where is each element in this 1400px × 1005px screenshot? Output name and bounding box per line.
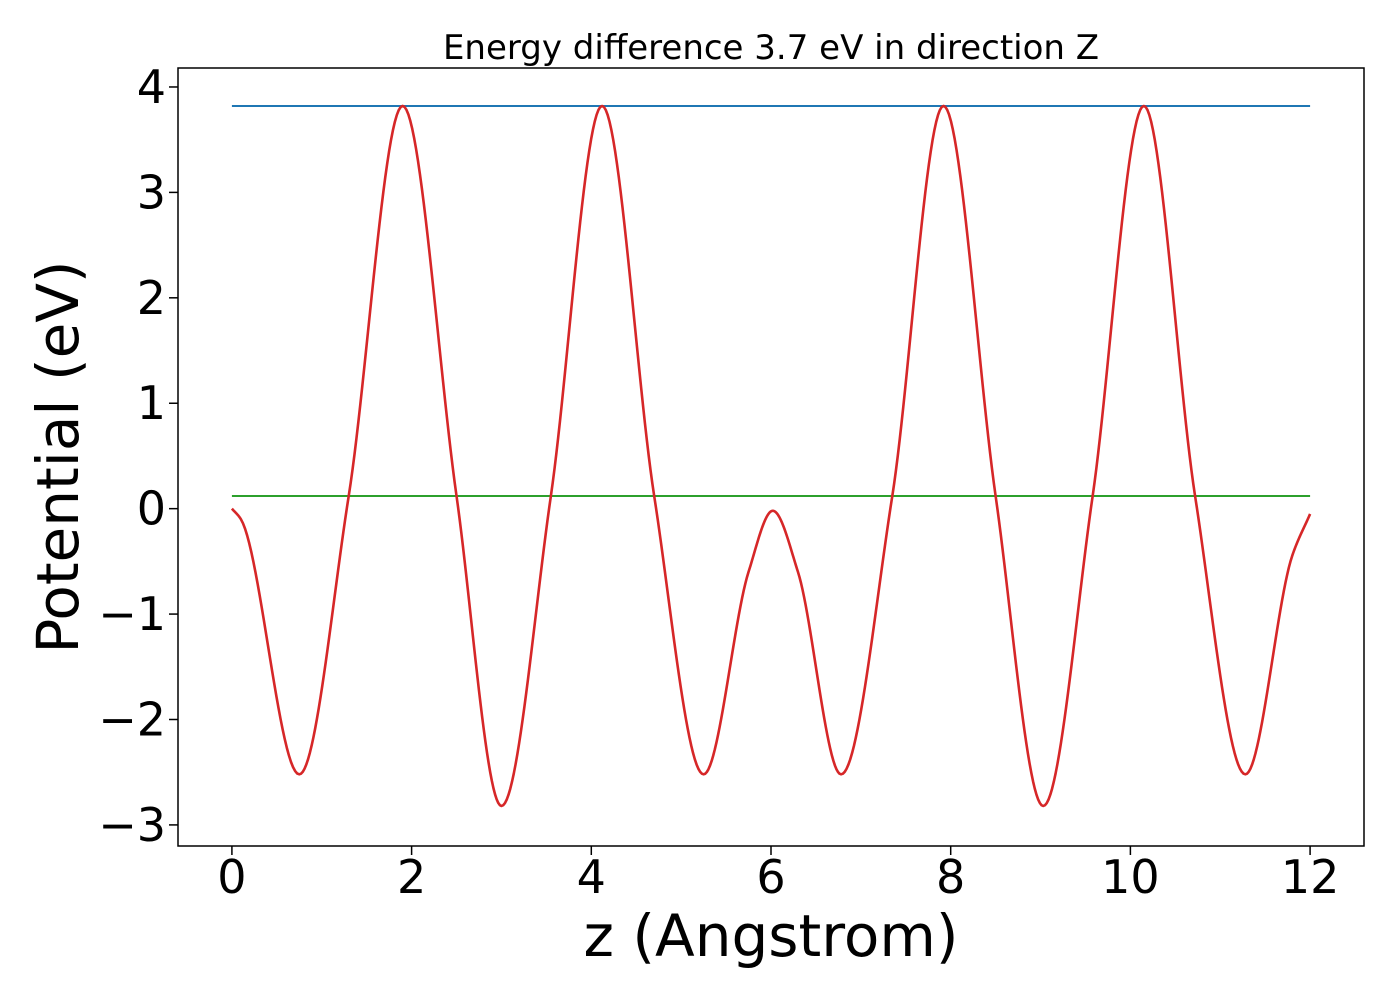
series-layer — [230, 104, 1312, 808]
y-tick-label: −2 — [98, 692, 166, 746]
x-tick-label: 0 — [217, 850, 246, 904]
x-tick-label: 10 — [1101, 850, 1160, 904]
potential-curve-line — [230, 104, 1312, 808]
y-tick-label: 4 — [137, 60, 166, 114]
chart-title: Energy difference 3.7 eV in direction Z — [443, 28, 1099, 68]
x-tick-label: 8 — [936, 850, 965, 904]
y-axis-label: Potential (eV) — [24, 260, 92, 653]
x-tick-label: 12 — [1281, 850, 1340, 904]
x-axis-label: z (Angstrom) — [584, 902, 959, 970]
y-tick-label: 0 — [137, 482, 166, 536]
y-tick-label: −3 — [98, 798, 166, 852]
y-tick-label: 2 — [137, 271, 166, 325]
y-tick-label: −1 — [98, 587, 166, 641]
y-tick-label: 1 — [137, 376, 166, 430]
x-axis-ticks: 0 2 4 6 8 10 12 — [217, 846, 1339, 904]
y-axis-ticks: −3 −2 −1 0 1 2 3 4 — [98, 60, 178, 852]
x-tick-label: 4 — [577, 850, 606, 904]
x-tick-label: 2 — [397, 850, 426, 904]
x-tick-label: 6 — [756, 850, 785, 904]
y-tick-label: 3 — [137, 165, 166, 219]
